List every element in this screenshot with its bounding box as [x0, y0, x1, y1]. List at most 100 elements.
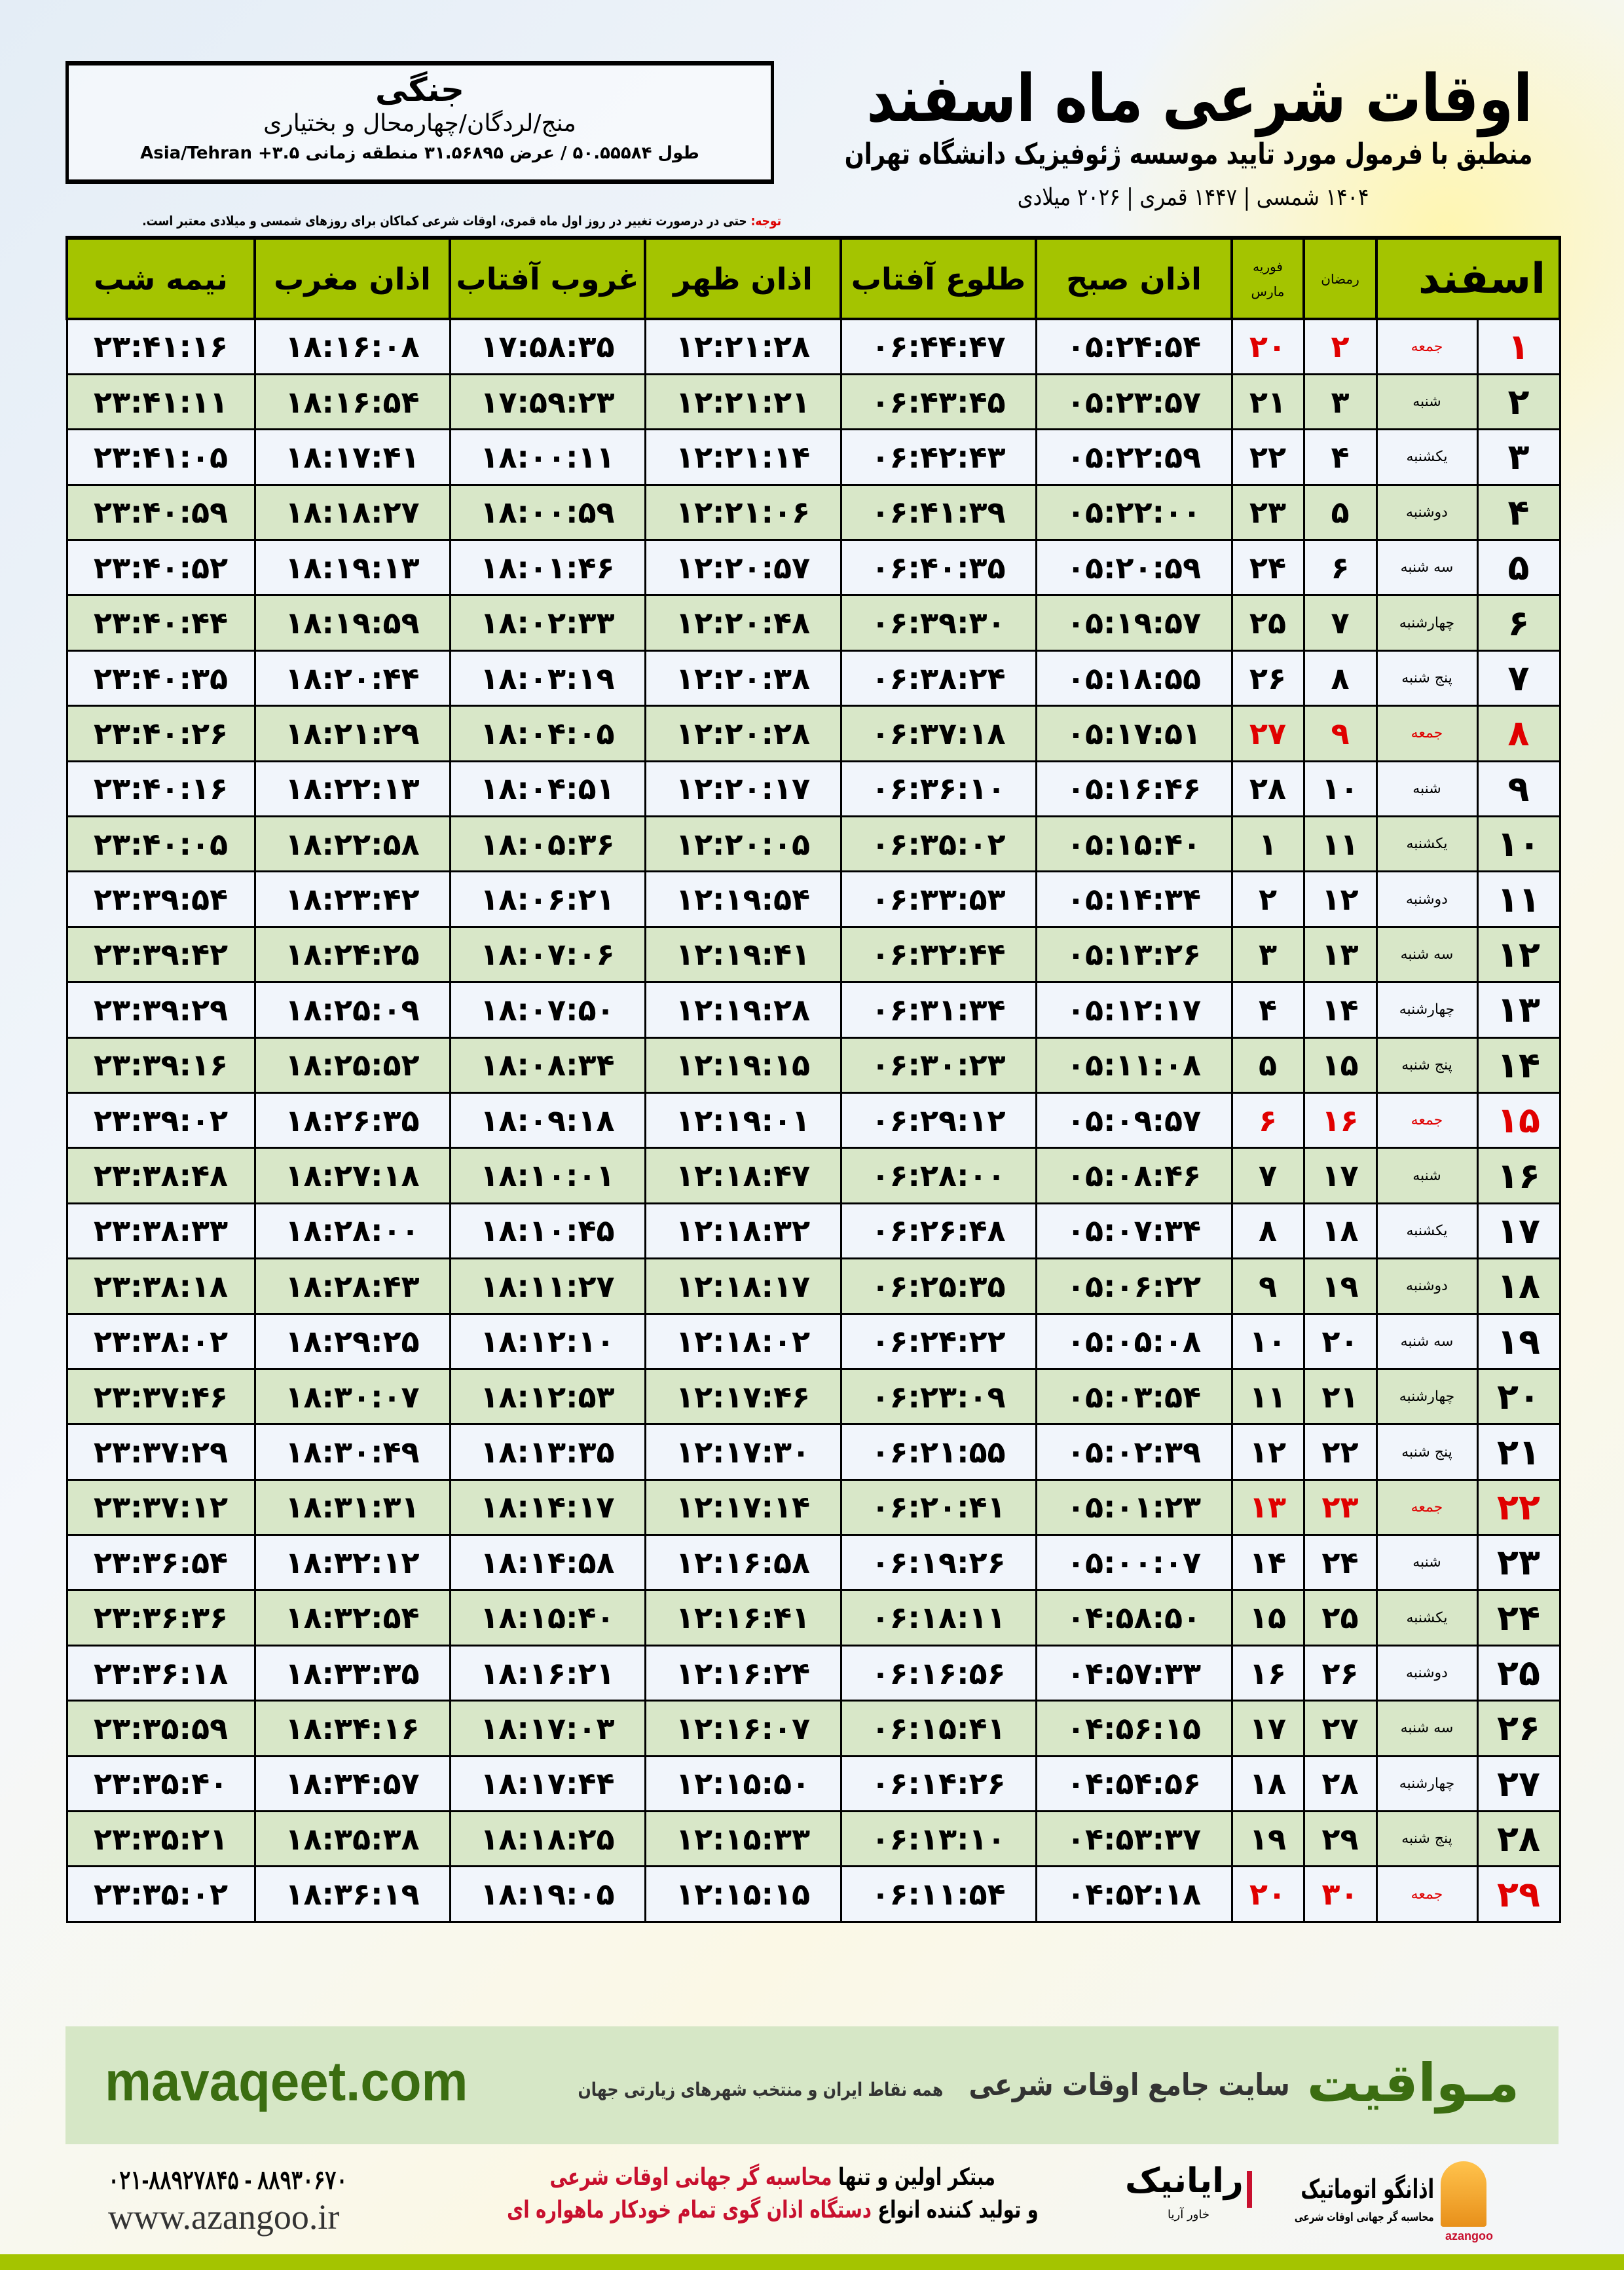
table-row: ۱۱ دوشنبه ۱۲ ۲ ۰۵:۱۴:۳۴ ۰۶:۳۳:۵۳ ۱۲:۱۹:۵۴ ۱۸:۰۶…	[65, 870, 1561, 928]
cell-sobh: ۰۵:۲۲:۰۰	[1035, 483, 1233, 542]
phone-numbers: ۰۲۱-۸۸۹۲۷۸۴۵ - ۸۸۹۳۰۶۷۰	[108, 2166, 348, 2195]
cell-maghrib: ۱۸:۲۸:۴۳	[253, 1257, 451, 1315]
cell-zohr: ۱۲:۱۹:۵۴	[644, 870, 842, 928]
cell-maghrib: ۱۸:۲۷:۱۸	[253, 1147, 451, 1204]
cell-zohr: ۱۲:۱۹:۲۸	[644, 981, 842, 1039]
cell-tolu: ۰۶:۴۰:۳۵	[840, 539, 1037, 597]
cell-day: ۲۷	[1476, 1755, 1561, 1813]
coordinates: طول ۵۰.۵۵۵۸۴ / عرض ۳۱.۵۶۸۹۵ منطقه زمانی …	[140, 143, 699, 163]
cell-sobh: ۰۵:۰۶:۲۲	[1035, 1257, 1233, 1315]
banner-title: سایت جامع اوقات شرعی	[969, 2067, 1290, 2102]
cell-maghrib: ۱۸:۳۴:۵۷	[253, 1755, 451, 1813]
cell-zohr: ۱۲:۱۵:۵۰	[644, 1755, 842, 1813]
banner-tagline: همه نقاط ایران و منتخب شهرهای زیارتی جها…	[578, 2079, 943, 2100]
cell-nime: ۲۳:۳۵:۰۲	[65, 1865, 256, 1923]
cell-weekday: شنبه	[1375, 1147, 1479, 1204]
cell-zohr: ۱۲:۲۱:۲۱	[644, 373, 842, 431]
cell-maghrib: ۱۸:۳۶:۱۹	[253, 1865, 451, 1923]
cell-zohr: ۱۲:۱۵:۳۳	[644, 1810, 842, 1868]
cell-day: ۲۵	[1476, 1644, 1561, 1702]
table-row: ۲۶ سه شنبه ۲۷ ۱۷ ۰۴:۵۶:۱۵ ۰۶:۱۵:۴۱ ۱۲:۱۶:۰۷ ۱۸:…	[65, 1700, 1561, 1757]
cell-day: ۳	[1476, 428, 1561, 486]
cell-ramadan: ۲۱	[1302, 1368, 1378, 1426]
cell-gregorian: ۲۳	[1230, 483, 1305, 542]
cell-zohr: ۱۲:۲۰:۲۸	[644, 705, 842, 762]
cell-gregorian: ۱۹	[1230, 1810, 1305, 1868]
cell-weekday: یکشنبه	[1375, 815, 1479, 873]
cell-weekday: جمعه	[1375, 318, 1479, 375]
cell-tolu: ۰۶:۳۵:۰۲	[840, 815, 1037, 873]
cell-gregorian: ۳	[1230, 925, 1305, 984]
azangoo-link[interactable]: www.azangoo.ir	[108, 2197, 340, 2237]
cell-nime: ۲۳:۴۰:۵۲	[65, 539, 256, 597]
cell-nime: ۲۳:۳۹:۴۲	[65, 925, 256, 984]
cell-maghrib: ۱۸:۳۰:۰۷	[253, 1368, 451, 1426]
table-row: ۱۰ یکشنبه ۱۱ ۱ ۰۵:۱۵:۴۰ ۰۶:۳۵:۰۲ ۱۲:۲۰:۰۵ ۱۸:۰۵…	[65, 815, 1561, 873]
cell-day: ۲۹	[1476, 1865, 1561, 1923]
cell-ramadan: ۲۹	[1302, 1810, 1378, 1868]
cell-tolu: ۰۶:۱۹:۲۶	[840, 1534, 1037, 1591]
table-row: ۲۸ پنج شنبه ۲۹ ۱۹ ۰۴:۵۳:۳۷ ۰۶:۱۳:۱۰ ۱۲:۱۵:۳۳ ۱۸…	[65, 1810, 1561, 1868]
col-feb: فوریه	[1253, 258, 1283, 274]
cell-zohr: ۱۲:۱۸:۴۷	[644, 1147, 842, 1204]
prayer-times-table: اسفند رمضان فوریه مارس اذان صبح طلوع آفتا…	[65, 236, 1561, 1923]
cell-day: ۱۲	[1476, 925, 1561, 984]
cell-ghorub: ۱۷:۵۸:۳۵	[449, 318, 646, 375]
cell-ramadan: ۲۶	[1302, 1644, 1378, 1702]
cell-weekday: سه شنبه	[1375, 539, 1479, 597]
cell-nime: ۲۳:۳۷:۲۹	[65, 1423, 256, 1481]
cell-sobh: ۰۵:۰۳:۵۴	[1035, 1368, 1233, 1426]
promo-line1-a: مبتکر اولین و تنها	[832, 2164, 996, 2191]
cell-day: ۲۶	[1476, 1700, 1561, 1757]
cell-ghorub: ۱۸:۱۸:۲۵	[449, 1810, 646, 1868]
cell-nime: ۲۳:۳۸:۰۲	[65, 1312, 256, 1370]
cell-day: ۲	[1476, 373, 1561, 431]
table-row: ۷ پنج شنبه ۸ ۲۶ ۰۵:۱۸:۵۵ ۰۶:۳۸:۲۴ ۱۲:۲۰:۳۸ ۱۸:۰…	[65, 649, 1561, 707]
cell-ramadan: ۲۲	[1302, 1423, 1378, 1481]
cell-weekday: شنبه	[1375, 373, 1479, 431]
cell-gregorian: ۱۷	[1230, 1700, 1305, 1757]
cell-ramadan: ۲۵	[1302, 1589, 1378, 1647]
cell-maghrib: ۱۸:۳۳:۳۵	[253, 1644, 451, 1702]
cell-maghrib: ۱۸:۲۰:۴۴	[253, 649, 451, 707]
col-tolu: طلوع آفتاب	[840, 236, 1037, 320]
cell-sobh: ۰۵:۰۷:۳۴	[1035, 1202, 1233, 1260]
cell-weekday: شنبه	[1375, 1534, 1479, 1591]
cell-weekday: یکشنبه	[1375, 1202, 1479, 1260]
cell-zohr: ۱۲:۲۰:۱۷	[644, 760, 842, 818]
cell-sobh: ۰۵:۰۰:۰۷	[1035, 1534, 1233, 1591]
table-row: ۸ جمعه ۹ ۲۷ ۰۵:۱۷:۵۱ ۰۶:۳۷:۱۸ ۱۲:۲۰:۲۸ ۱۸:۰۴:۰۵…	[65, 705, 1561, 762]
cell-ghorub: ۱۸:۱۲:۱۰	[449, 1312, 646, 1370]
cell-day: ۱	[1476, 318, 1561, 375]
cell-tolu: ۰۶:۳۱:۳۴	[840, 981, 1037, 1039]
cell-tolu: ۰۶:۱۵:۴۱	[840, 1700, 1037, 1757]
cell-day: ۱۶	[1476, 1147, 1561, 1204]
cell-weekday: یکشنبه	[1375, 428, 1479, 486]
cell-day: ۹	[1476, 760, 1561, 818]
cell-ramadan: ۱۸	[1302, 1202, 1378, 1260]
promo-line2-a: و تولید کننده انواع	[871, 2197, 1039, 2224]
cell-ramadan: ۲۳	[1302, 1478, 1378, 1536]
cell-gregorian: ۱۲	[1230, 1423, 1305, 1481]
cell-tolu: ۰۶:۱۳:۱۰	[840, 1810, 1037, 1868]
cell-ramadan: ۳۰	[1302, 1865, 1378, 1923]
col-maghrib: اذان مغرب	[253, 236, 451, 320]
cell-sobh: ۰۵:۱۲:۱۷	[1035, 981, 1233, 1039]
cell-tolu: ۰۶:۴۲:۴۳	[840, 428, 1037, 486]
cell-tolu: ۰۶:۲۵:۳۵	[840, 1257, 1037, 1315]
cell-ramadan: ۱۷	[1302, 1147, 1378, 1204]
cell-tolu: ۰۶:۲۱:۵۵	[840, 1423, 1037, 1481]
cell-ramadan: ۲۴	[1302, 1534, 1378, 1591]
mavaqeet-link[interactable]: mavaqeet.com	[105, 2051, 468, 2112]
bottom-bar	[0, 2254, 1624, 2270]
cell-ramadan: ۱۲	[1302, 870, 1378, 928]
mosque-dome-icon	[1441, 2161, 1486, 2227]
cell-tolu: ۰۶:۴۱:۳۹	[840, 483, 1037, 542]
cell-ghorub: ۱۸:۰۴:۵۱	[449, 760, 646, 818]
cell-gregorian: ۲۲	[1230, 428, 1305, 486]
cell-gregorian: ۱۴	[1230, 1534, 1305, 1591]
cell-day: ۲۸	[1476, 1810, 1561, 1868]
cell-weekday: شنبه	[1375, 760, 1479, 818]
cell-tolu: ۰۶:۳۸:۲۴	[840, 649, 1037, 707]
cell-weekday: جمعه	[1375, 705, 1479, 762]
